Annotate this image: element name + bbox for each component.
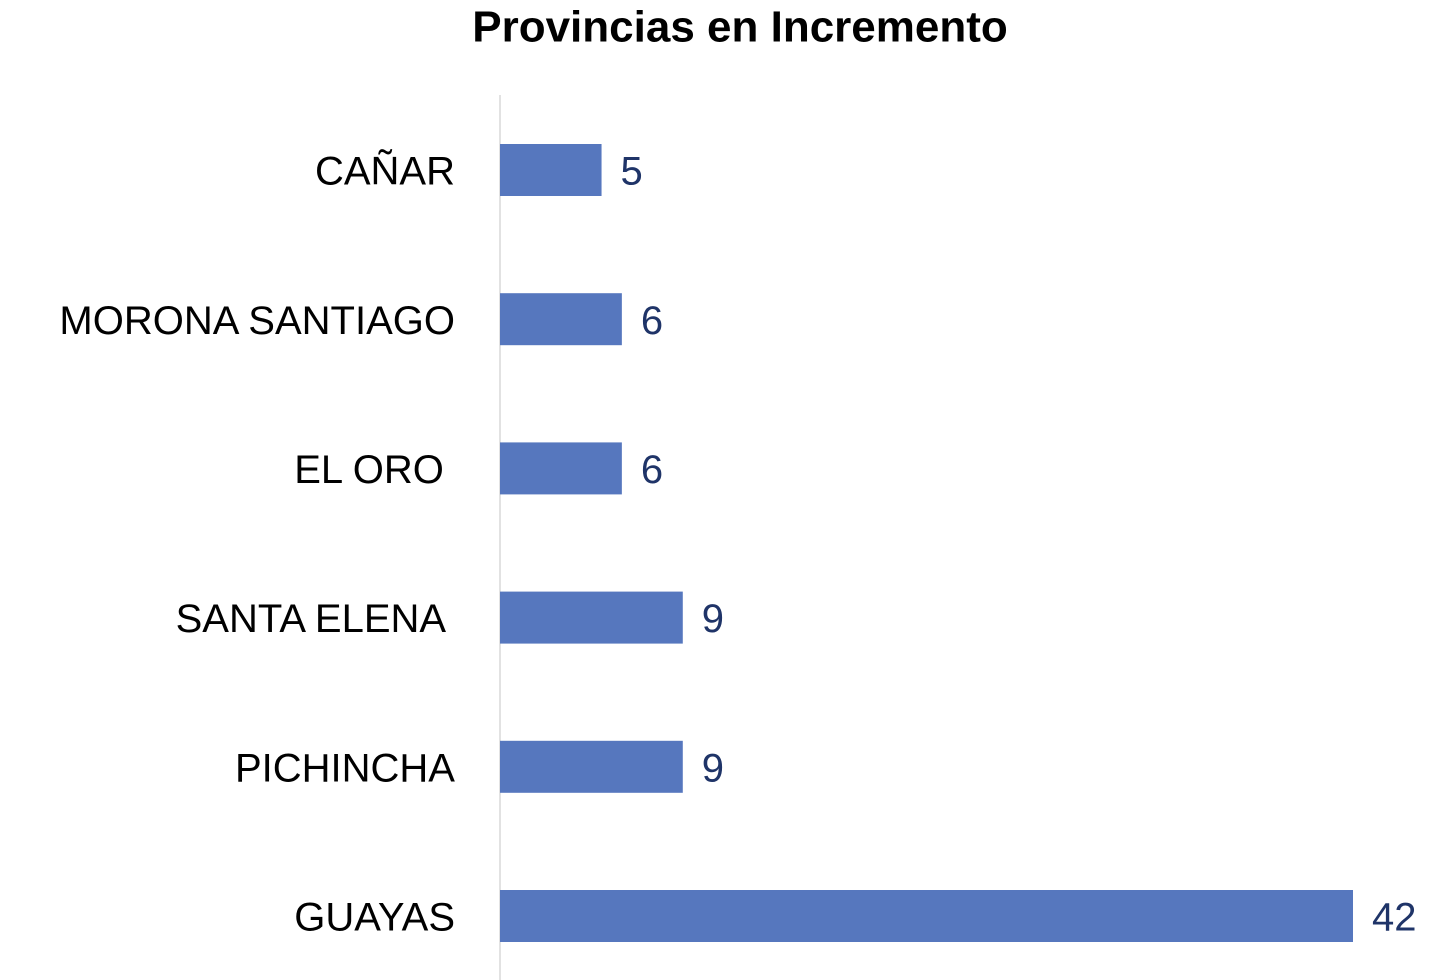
bar <box>500 890 1353 942</box>
y-tick-label: GUAYAS <box>294 896 455 940</box>
bar <box>500 591 683 644</box>
data-label: 6 <box>641 448 663 492</box>
y-tick-label: MORONA SANTIAGO <box>59 299 455 343</box>
data-label: 9 <box>702 746 724 790</box>
y-tick-label: CAÑAR <box>315 149 455 194</box>
y-tick-label: PICHINCHA <box>235 746 455 790</box>
data-label: 42 <box>1372 896 1417 940</box>
data-label: 5 <box>621 150 643 194</box>
bar <box>500 293 622 346</box>
bar <box>500 144 602 196</box>
bar <box>500 442 622 495</box>
chart-title: Provincias en Incremento <box>472 3 1008 52</box>
y-tick-label: SANTA ELENA <box>176 597 455 641</box>
data-label: 6 <box>641 299 663 343</box>
data-label: 9 <box>702 597 724 641</box>
y-tick-label: EL ORO <box>294 448 455 492</box>
bar <box>500 740 683 793</box>
